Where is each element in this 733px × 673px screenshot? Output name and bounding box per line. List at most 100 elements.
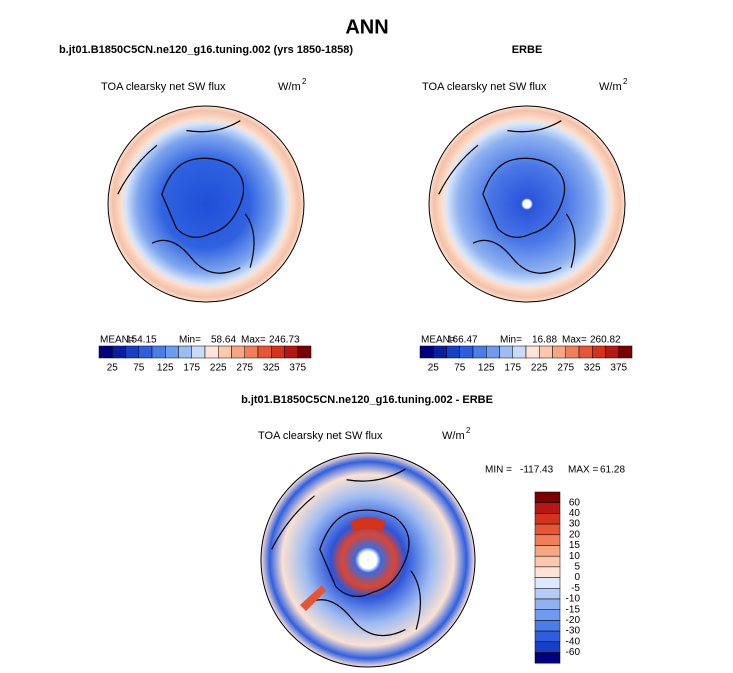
stat: -117.43 bbox=[520, 465, 554, 476]
colorbar-box bbox=[534, 652, 561, 664]
colorbar-label: -30 bbox=[566, 626, 581, 637]
colorbar-box bbox=[231, 345, 245, 359]
colorbar-box bbox=[534, 545, 561, 557]
colorbar-box bbox=[534, 630, 561, 643]
colorbar-box bbox=[191, 345, 206, 359]
colorbar-box bbox=[472, 345, 487, 359]
colorbar-label: 25 bbox=[428, 363, 440, 374]
colorbar-box bbox=[218, 345, 232, 359]
stat: MIN = bbox=[485, 465, 512, 476]
colorbar-box bbox=[618, 345, 633, 359]
colorbar-label: 20 bbox=[569, 529, 581, 540]
colorbar-box bbox=[534, 523, 561, 536]
colorbar-label: 275 bbox=[236, 363, 253, 374]
colorbar-box bbox=[565, 345, 580, 359]
stat: 61.28 bbox=[600, 465, 625, 476]
colorbar-box bbox=[419, 345, 434, 359]
colorbar-box bbox=[525, 345, 540, 359]
colorbar-label: -5 bbox=[571, 583, 580, 594]
colorbar-box bbox=[534, 502, 561, 514]
stat: MEAN= bbox=[100, 335, 135, 346]
colorbar-box bbox=[204, 345, 219, 359]
colorbar-box bbox=[605, 345, 619, 359]
colorbar-box bbox=[534, 534, 561, 546]
stat: Max= bbox=[562, 335, 587, 346]
variable-label: TOA clearsky net SW flux bbox=[422, 81, 547, 93]
colorbar-label: 40 bbox=[569, 508, 581, 519]
units-exponent: 2 bbox=[466, 426, 471, 435]
colorbar-box bbox=[98, 345, 113, 359]
colorbar-label: 375 bbox=[289, 363, 306, 374]
coastline bbox=[271, 468, 422, 637]
stat: 260.82 bbox=[590, 335, 621, 346]
colorbar-box bbox=[446, 345, 460, 359]
colorbar-box bbox=[151, 345, 166, 359]
colorbar-box bbox=[297, 345, 312, 359]
colorbar-label: 225 bbox=[210, 363, 227, 374]
colorbar-box bbox=[534, 620, 561, 632]
figure-title: ANN bbox=[345, 16, 388, 38]
colorbar-box bbox=[433, 345, 447, 359]
colorbar-box bbox=[271, 345, 285, 359]
colorbar-box bbox=[178, 345, 192, 359]
colorbar-box bbox=[284, 345, 298, 359]
units-exponent: 2 bbox=[302, 77, 307, 86]
stat: 246.73 bbox=[269, 335, 300, 346]
colorbar-box bbox=[512, 345, 527, 359]
colorbar-label: -15 bbox=[566, 604, 581, 615]
colorbar-label: 325 bbox=[584, 363, 601, 374]
colorbar-label: 125 bbox=[157, 363, 174, 374]
anomaly bbox=[300, 585, 326, 611]
polar-map bbox=[428, 105, 626, 303]
colorbar-box bbox=[534, 513, 561, 525]
stat: 166.47 bbox=[447, 335, 478, 346]
stat: Min= bbox=[500, 335, 522, 346]
colorbar-box bbox=[486, 345, 500, 359]
stat: MEAN= bbox=[421, 335, 456, 346]
colorbar-label: -40 bbox=[566, 636, 581, 647]
units: W/m bbox=[442, 430, 465, 442]
panel-title: b.jt01.B1850C5CN.ne120_g16.tuning.002 (y… bbox=[59, 44, 353, 56]
colorbar-box bbox=[534, 598, 561, 610]
colorbar-label: 275 bbox=[557, 363, 574, 374]
colorbar-box bbox=[534, 555, 561, 568]
stat: Min= bbox=[179, 335, 201, 346]
stat: 16.88 bbox=[532, 335, 557, 346]
colorbar-box bbox=[257, 345, 272, 359]
colorbar-label: 175 bbox=[183, 363, 200, 374]
variable-label: TOA clearsky net SW flux bbox=[258, 430, 383, 442]
units-exponent: 2 bbox=[623, 77, 628, 86]
colorbar-label: 75 bbox=[454, 363, 466, 374]
colorbar-label: 60 bbox=[569, 497, 581, 508]
colorbar-box bbox=[534, 588, 561, 600]
anomaly bbox=[350, 517, 386, 532]
colorbar-box bbox=[592, 345, 606, 359]
colorbar-box bbox=[539, 345, 553, 359]
colorbar-box bbox=[459, 345, 474, 359]
units: W/m bbox=[599, 81, 622, 93]
colorbar-label: 225 bbox=[531, 363, 548, 374]
colorbar-label: 375 bbox=[610, 363, 627, 374]
variable-label: TOA clearsky net SW flux bbox=[101, 81, 226, 93]
colorbar-label: 0 bbox=[574, 572, 580, 583]
colorbar-label: 30 bbox=[569, 519, 581, 530]
stat: Max= bbox=[241, 335, 266, 346]
colorbar-label: 25 bbox=[107, 363, 119, 374]
colorbar-box bbox=[534, 566, 561, 578]
stat: 154.15 bbox=[126, 335, 157, 346]
colorbar-box bbox=[534, 491, 561, 503]
colorbar-box bbox=[138, 345, 153, 359]
colorbar-box bbox=[244, 345, 259, 359]
panel-title: ERBE bbox=[512, 44, 543, 56]
panel-title: b.jt01.B1850C5CN.ne120_g16.tuning.002 - … bbox=[241, 394, 493, 406]
colorbar-box bbox=[578, 345, 593, 359]
colorbar-box bbox=[112, 345, 126, 359]
coastline bbox=[438, 120, 576, 274]
colorbar-label: 325 bbox=[263, 363, 280, 374]
colorbar-label: 15 bbox=[569, 540, 581, 551]
colorbar-box bbox=[125, 345, 139, 359]
colorbar-label: 75 bbox=[133, 363, 145, 374]
units: W/m bbox=[278, 81, 301, 93]
colorbar-box bbox=[552, 345, 566, 359]
